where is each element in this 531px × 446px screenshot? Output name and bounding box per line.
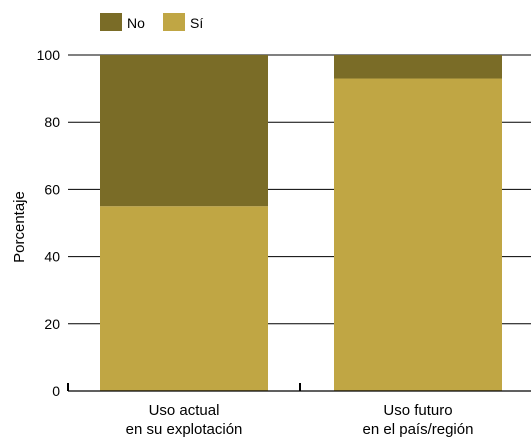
x-category-labels: Uso actual en su explotación Uso futuro en …	[126, 402, 474, 438]
legend-label: No	[127, 15, 145, 31]
bars	[100, 55, 502, 392]
bar-segment	[334, 78, 502, 392]
y-tick-label: 60	[44, 181, 60, 197]
bar-segment	[100, 55, 268, 207]
y-tick-label: 40	[44, 249, 60, 265]
bar-segment	[100, 206, 268, 391]
legend: No Sí	[100, 13, 203, 31]
x-category-label: en su explotación	[126, 421, 243, 438]
x-category-label: Uso futuro	[383, 402, 452, 419]
x-category-label: Uso actual	[149, 402, 220, 419]
legend-swatch	[100, 13, 122, 31]
x-category-label: en el país/región	[363, 421, 474, 438]
y-tick-label: 0	[52, 383, 60, 399]
y-tick-label: 80	[44, 114, 60, 130]
y-tick-label: 100	[37, 47, 61, 63]
bar-segment	[334, 55, 502, 79]
legend-swatch	[163, 13, 185, 31]
y-tick-label: 20	[44, 316, 60, 332]
axes	[67, 383, 531, 392]
legend-label: Sí	[190, 15, 203, 31]
y-axis-title: Porcentaje	[11, 191, 28, 263]
y-tick-labels: 0 20 40 60 80 100	[37, 47, 61, 399]
